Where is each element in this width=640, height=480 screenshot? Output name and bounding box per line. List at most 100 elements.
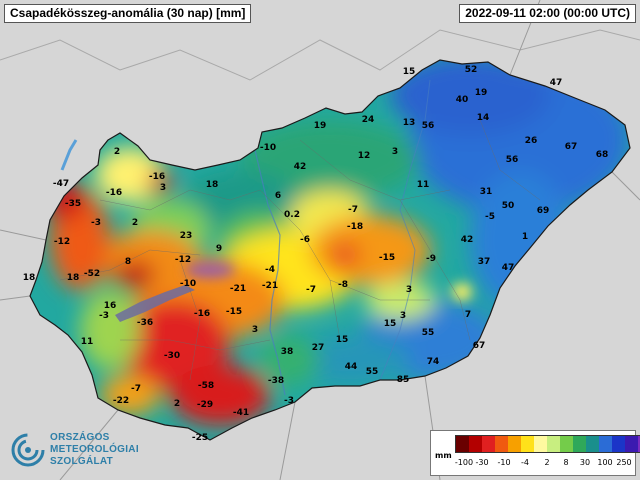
station-value: -7 [131,384,141,394]
station-value: -9 [426,254,436,264]
station-value: 38 [280,347,294,357]
station-value: 16 [103,301,117,311]
legend-color-cell [612,436,625,452]
station-value: -18 [346,222,364,232]
logo-text-line: SZOLGÁLAT [50,456,114,467]
station-value: 50 [501,201,515,211]
legend-colorbar [455,435,640,453]
station-value: 47 [549,78,563,88]
station-value: 69 [536,206,550,216]
legend-tick: 250 [616,458,632,467]
station-value: -16 [105,188,123,198]
station-value: -36 [136,318,154,328]
station-value: 0.2 [284,210,300,220]
legend-color-cell [456,436,469,452]
legend-color-cell [638,436,640,452]
station-value: -3 [91,218,101,228]
station-value: -7 [306,285,316,295]
station-value: -16 [193,309,211,319]
station-value: -8 [338,280,348,290]
legend-tick: 2 [544,458,550,467]
station-value: 15 [402,67,416,77]
station-value: 68 [595,150,609,160]
station-value: -15 [378,253,396,263]
station-value: 2 [131,218,139,228]
station-value: -7 [348,205,358,215]
station-value: 74 [426,357,440,367]
station-value: 55 [421,328,435,338]
station-value: 27 [311,343,325,353]
station-value: 31 [479,187,493,197]
logo-text-line: METEOROLÓGIAI [50,444,139,455]
station-value: 11 [80,337,94,347]
station-value: 3 [399,311,407,321]
legend-color-cell [547,436,560,452]
legend-color-cell [625,436,638,452]
station-value: 40 [455,95,469,105]
legend-color-cell [469,436,482,452]
legend-color-cell [508,436,521,452]
station-value: 26 [524,136,538,146]
station-value: -12 [53,237,71,247]
station-value: 11 [416,180,430,190]
station-value: 6 [274,191,282,201]
color-legend: mm -100 -30 -10 -4 2 8 30 100 250 [430,430,640,476]
station-value: -47 [52,179,70,189]
legend-color-cell [573,436,586,452]
station-value: 13 [402,118,416,128]
legend-tick: -10 [497,458,511,467]
station-value: -25 [191,433,209,443]
legend-color-cell [534,436,547,452]
station-value: -35 [64,199,82,209]
station-value: -30 [163,351,181,361]
station-value: -6 [300,235,310,245]
station-value: 3 [251,325,259,335]
station-value: 3 [391,147,399,157]
station-value: 12 [357,151,371,161]
station-value: -3 [99,311,109,321]
legend-color-cell [495,436,508,452]
station-value: -52 [83,269,101,279]
legend-tick: 30 [579,458,591,467]
station-value: -58 [197,381,215,391]
station-value: -38 [267,376,285,386]
logo-ring-icon [11,433,45,467]
station-value: 42 [460,235,474,245]
station-value: 67 [564,142,578,152]
station-value: 8 [124,257,132,267]
station-value: 85 [396,375,410,385]
station-value: 42 [293,162,307,172]
station-value: 19 [313,121,327,131]
timestamp: 2022-09-11 02:00 (00:00 UTC) [459,4,636,23]
station-value: 14 [476,113,490,123]
station-value: 37 [477,257,491,267]
legend-tick: -100 [454,458,474,467]
station-value: 3 [405,285,413,295]
station-value: 15 [335,335,349,345]
station-value: 15 [383,319,397,329]
legend-unit: mm [435,451,452,460]
legend-tick: -4 [521,458,529,467]
legend-ticks: -100 -30 -10 -4 2 8 30 100 250 [451,458,635,470]
legend-color-cell [482,436,495,452]
station-value: -41 [232,408,250,418]
station-value: 2 [113,147,121,157]
station-value: -21 [229,284,247,294]
station-value: 18 [205,180,219,190]
station-value: -22 [112,396,130,406]
logo-text-line: ORSZÁGOS [50,432,110,443]
station-value: 56 [505,155,519,165]
legend-color-cell [560,436,573,452]
map-title: Csapadékösszeg-anomália (30 nap) [mm] [4,4,252,23]
legend-tick: 100 [597,458,613,467]
station-value: 24 [361,115,375,125]
station-value: -5 [485,212,495,222]
station-value: -12 [174,255,192,265]
station-value: 52 [464,65,478,75]
legend-color-cell [599,436,612,452]
station-value: 44 [344,362,358,372]
station-value: 55 [365,367,379,377]
station-value: -10 [179,279,197,289]
